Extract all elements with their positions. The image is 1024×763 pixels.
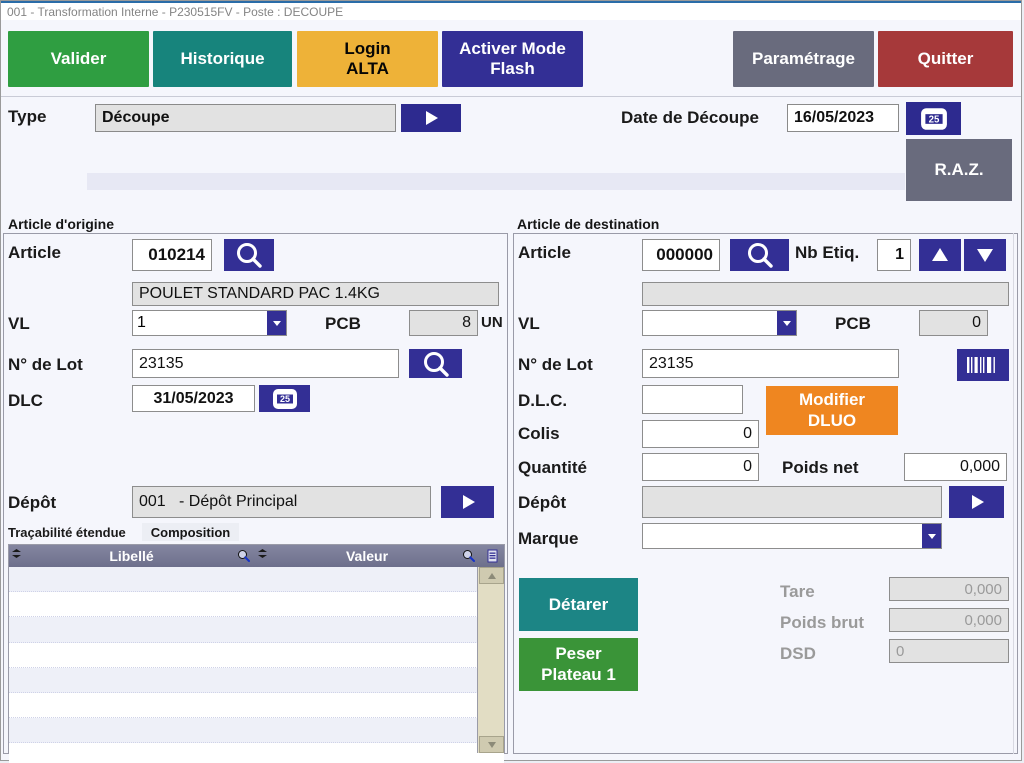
svg-text:25: 25	[928, 114, 939, 125]
svg-text:25: 25	[279, 394, 289, 404]
